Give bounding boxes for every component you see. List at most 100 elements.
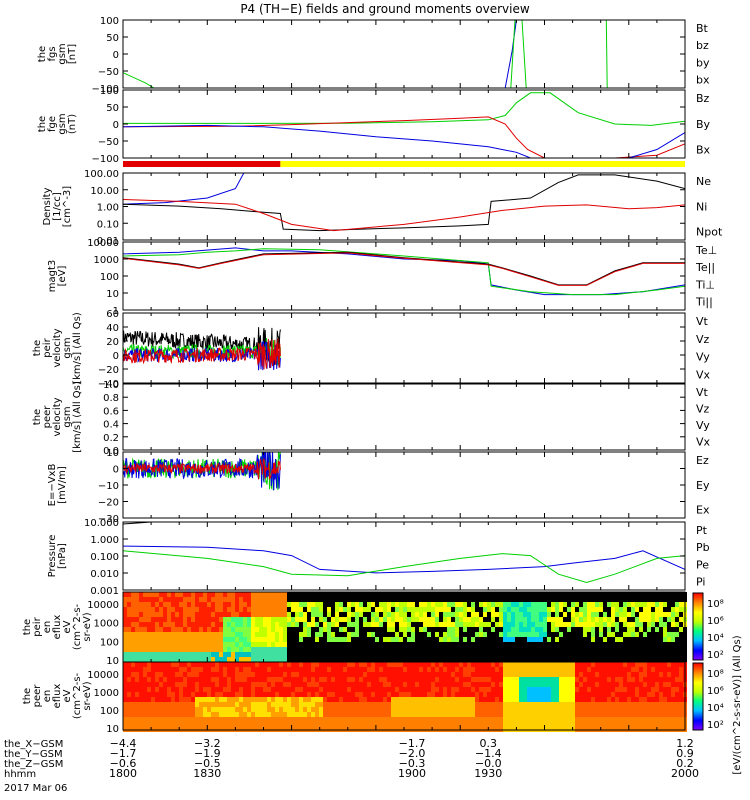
legend-efield: Ez xyxy=(696,454,709,467)
ylabel-peer-velocity: gsm xyxy=(62,406,73,427)
ylabel-peir-velocity: the xyxy=(32,340,43,356)
ytick-peer-spectrogram: 100 xyxy=(100,706,119,717)
ylabel-peer-spectrogram: peer xyxy=(32,684,43,708)
ylabel-temperature: [eV] xyxy=(57,266,68,287)
ylabel-peir-velocity: peir xyxy=(42,337,53,357)
colorbar-peer-tick: 10⁴ xyxy=(707,703,724,714)
ytick-peir-spectrogram: 100 xyxy=(100,637,119,648)
xaxis-value: −0.5 xyxy=(194,757,221,770)
ytick-fgs: −100 xyxy=(92,84,119,95)
legend-temperature: Ti|| xyxy=(695,296,713,309)
ylabel-peir-spectrogram: peir xyxy=(32,616,43,636)
panel-fge: the fge gsm (nT) 100 50 0 −50 −100 Bz By Bx xyxy=(37,86,711,165)
ytick-density: 0.10 xyxy=(97,219,119,230)
xaxis-value: −4.4 xyxy=(110,737,137,750)
ytick-fge: −100 xyxy=(92,154,119,165)
colorbar-peer-tick: 10² xyxy=(707,720,724,731)
ylabel-temperature: magt3 xyxy=(47,260,58,293)
mode-bar-fast xyxy=(280,161,685,167)
ytick-fgs: −50 xyxy=(98,67,119,78)
ytick-density: 100.00 xyxy=(84,169,119,180)
series-fgs-by xyxy=(510,20,534,88)
ytick-temperature: 1000 xyxy=(94,255,119,266)
mode-bar-slow xyxy=(123,161,281,167)
legend-fgs: bz xyxy=(696,39,709,52)
ylabel-fgs: the xyxy=(37,46,48,62)
xaxis-row-label: the_Y−GSM xyxy=(4,749,63,760)
ylabel-fgs: [nT] xyxy=(67,44,78,64)
colorbar-peir-tick: 10⁶ xyxy=(707,616,724,627)
ylabel-density: Density xyxy=(42,187,53,225)
series-efield-Ez xyxy=(123,458,281,480)
ytick-temperature: 1 xyxy=(113,306,119,317)
legend-efield: Ex xyxy=(696,504,710,517)
ylabel-pressure: Pressure xyxy=(47,535,58,578)
ylabel-peir-velocity: velocity xyxy=(52,328,63,367)
series-pressure-Pi xyxy=(123,545,685,574)
panel-density: Density [1/cc] [cm^-3] 100.00 10.00 1.00 0.10 0… xyxy=(42,169,723,247)
ylabel-fgs: gsm xyxy=(57,43,68,64)
ytick-peir-velocity: 60 xyxy=(106,309,119,320)
xaxis-row-label: hhmm xyxy=(4,769,36,780)
ylabel-peer-spectrogram: the xyxy=(22,688,33,704)
ylabel-density: [cm^-3] xyxy=(62,186,73,227)
xaxis-value: −0.6 xyxy=(110,757,137,770)
legend-peir-velocity: Vx xyxy=(696,368,711,381)
xaxis-value: 1830 xyxy=(193,767,221,780)
series-temperature-Ti⊥ xyxy=(123,247,685,296)
series-peir-velocity-Vt xyxy=(123,327,281,366)
xaxis-value: −1.7 xyxy=(399,737,426,750)
legend-peer-velocity: Vz xyxy=(696,403,710,416)
series-pressure-Pe xyxy=(123,550,685,584)
series-fge-By xyxy=(123,92,685,126)
colorbar-peir-tick: 10⁸ xyxy=(707,599,724,610)
ytick-peir-velocity: 0 xyxy=(113,351,119,362)
legend-fge: Bx xyxy=(696,144,711,157)
ytick-density: 1.00 xyxy=(97,203,119,214)
legend-peer-velocity: Vt xyxy=(696,386,709,399)
ytick-peer-velocity: 1.0 xyxy=(103,380,119,391)
series-fge-Bx xyxy=(123,124,685,158)
ytick-peer-velocity: 0.6 xyxy=(103,406,119,417)
panel-peir-velocity: the peir velocity gsm [km/s] (All Qs) 60 40 20 0… xyxy=(32,309,711,390)
ylabel-peir-spectrogram: (cm^2-s- xyxy=(72,603,83,650)
ytick-efield: 0 xyxy=(113,465,119,476)
panel-peer-spectrogram: the peer en eflux eV (cm^2-s-sr-eV)10000 1000 1… xyxy=(22,661,687,735)
legend-temperature: Te|| xyxy=(695,261,715,274)
ytick-pressure: 0.100 xyxy=(90,552,119,563)
series-temperature-Te|| xyxy=(123,251,685,286)
ylabel-peir-velocity: [km/s] (All Qs) xyxy=(72,312,83,384)
series-fgs-by xyxy=(605,20,610,88)
panel-peir-spectrogram: the peir en eflux eV (cm^2-s-sr-eV)10000 1000 1… xyxy=(22,591,687,667)
frame-fge xyxy=(122,89,686,159)
colorbar-peer-tick: 10⁸ xyxy=(707,669,724,680)
legend-peer-velocity: Vy xyxy=(696,419,710,432)
xaxis-value: 2000 xyxy=(671,767,699,780)
xaxis-value: −1.9 xyxy=(194,747,221,760)
ytick-peir-velocity: 40 xyxy=(106,323,119,334)
panel-peer-velocity: the peer velocity gsm [km/s] (All Qs) 1.0 0.8 0… xyxy=(32,380,711,457)
ytick-density: 0.01 xyxy=(97,236,119,247)
ytick-efield: −30 xyxy=(98,514,119,525)
panel-fgs: the fgs gsm [nT] 100 50 0 −50 −100 Bt bz by bx xyxy=(37,16,710,95)
legend-peir-velocity: Vz xyxy=(696,333,710,346)
xaxis-value: 1800 xyxy=(109,767,137,780)
frame-pressure xyxy=(122,521,686,591)
frame-fgs xyxy=(122,19,686,89)
ylabel-peer-velocity: velocity xyxy=(52,397,63,436)
ytick-peer-velocity: 0.0 xyxy=(103,446,119,457)
xaxis-value: 0.9 xyxy=(676,747,694,760)
xaxis-value: −0.0 xyxy=(475,757,502,770)
spectrogram-peir-spectrogram xyxy=(123,592,687,662)
series-fgs-bx xyxy=(504,20,520,88)
xaxis-value: 0.2 xyxy=(676,757,694,770)
xaxis-value: −1.4 xyxy=(475,747,502,760)
colorbar-label: [eV/(cm^2-s-sr-eV)] (All Qs) xyxy=(732,635,743,774)
ylabel-peer-velocity: [km/s] (All Qs) xyxy=(72,381,83,453)
colorbar-peir-tick: 10² xyxy=(707,650,724,661)
ytick-fge: 50 xyxy=(106,103,119,114)
ytick-efield: 10 xyxy=(106,448,119,459)
ylabel-peir-spectrogram: eV xyxy=(62,620,73,633)
ytick-peer-velocity: 0.2 xyxy=(103,433,119,444)
